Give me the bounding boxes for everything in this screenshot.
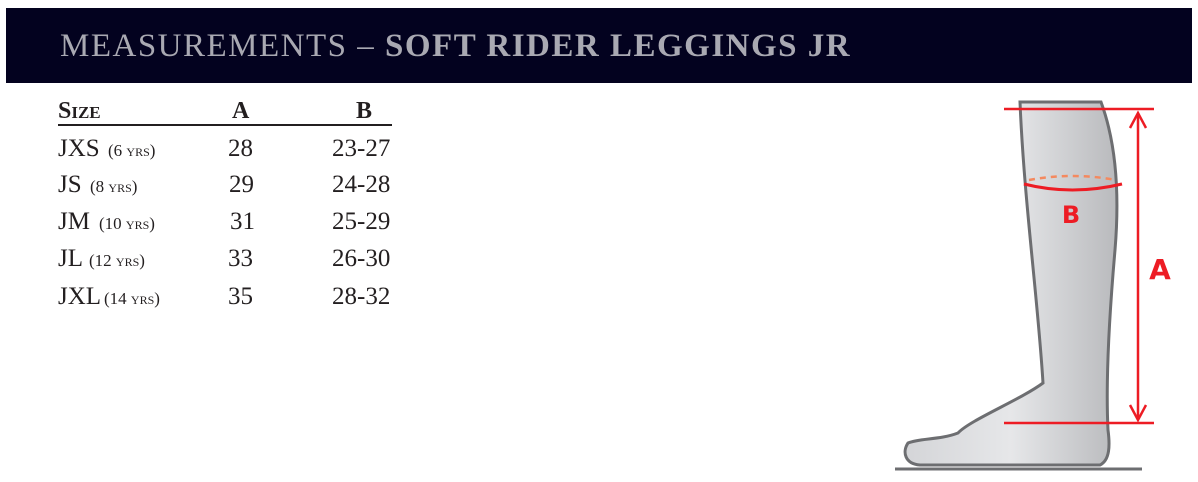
- a-cell: 28: [228, 135, 253, 162]
- size-cell: JM: [58, 208, 90, 235]
- b-cell: 24-28: [332, 171, 391, 198]
- column-header-size: Size: [58, 98, 101, 124]
- table-row: JXL (14 yrs) 35 28-32: [58, 283, 418, 319]
- age-cell: (12 yrs): [89, 251, 145, 270]
- title-product: SOFT RIDER LEGGINGS JR: [385, 28, 852, 64]
- table-row: JM (10 yrs) 31 25-29: [58, 208, 418, 244]
- header-underline: [58, 124, 392, 126]
- table-row: JL (12 yrs) 33 26-30: [58, 245, 418, 281]
- b-cell: 23-27: [332, 135, 391, 162]
- a-arrow-icon: [1128, 110, 1148, 423]
- table-row: JXS (6 yrs) 28 23-27: [58, 135, 418, 171]
- a-cell: 35: [228, 283, 253, 310]
- b-cell: 25-29: [332, 208, 391, 235]
- title-banner: MEASUREMENTS – SOFT RIDER LEGGINGS JR: [6, 8, 1192, 83]
- size-cell: JS: [58, 171, 82, 198]
- table-row: JS (8 yrs) 29 24-28: [58, 171, 418, 207]
- age-cell: (14 yrs): [104, 289, 160, 308]
- age-cell: (10 yrs): [99, 214, 155, 233]
- label-a: A: [1149, 253, 1171, 286]
- age-cell: (6 yrs): [108, 141, 156, 160]
- b-cell: 26-30: [332, 245, 391, 272]
- age-cell: (8 yrs): [90, 177, 138, 196]
- label-b: B: [1062, 201, 1080, 229]
- column-header-b: B: [356, 98, 373, 124]
- b-dashed-back-line: [1028, 174, 1117, 182]
- a-cell: 29: [229, 171, 254, 198]
- a-cell: 31: [230, 208, 255, 235]
- b-cell: 28-32: [332, 283, 391, 310]
- a-cell: 33: [228, 245, 253, 272]
- size-cell: JL: [58, 245, 83, 272]
- b-circumference-line: [1023, 182, 1123, 192]
- leg-illustration: [903, 100, 1119, 467]
- column-header-a: A: [232, 98, 250, 124]
- page-title: MEASUREMENTS – SOFT RIDER LEGGINGS JR: [60, 28, 851, 65]
- title-prefix: MEASUREMENTS –: [60, 28, 376, 64]
- size-cell: JXS: [58, 135, 100, 162]
- size-cell: JXL: [58, 283, 102, 310]
